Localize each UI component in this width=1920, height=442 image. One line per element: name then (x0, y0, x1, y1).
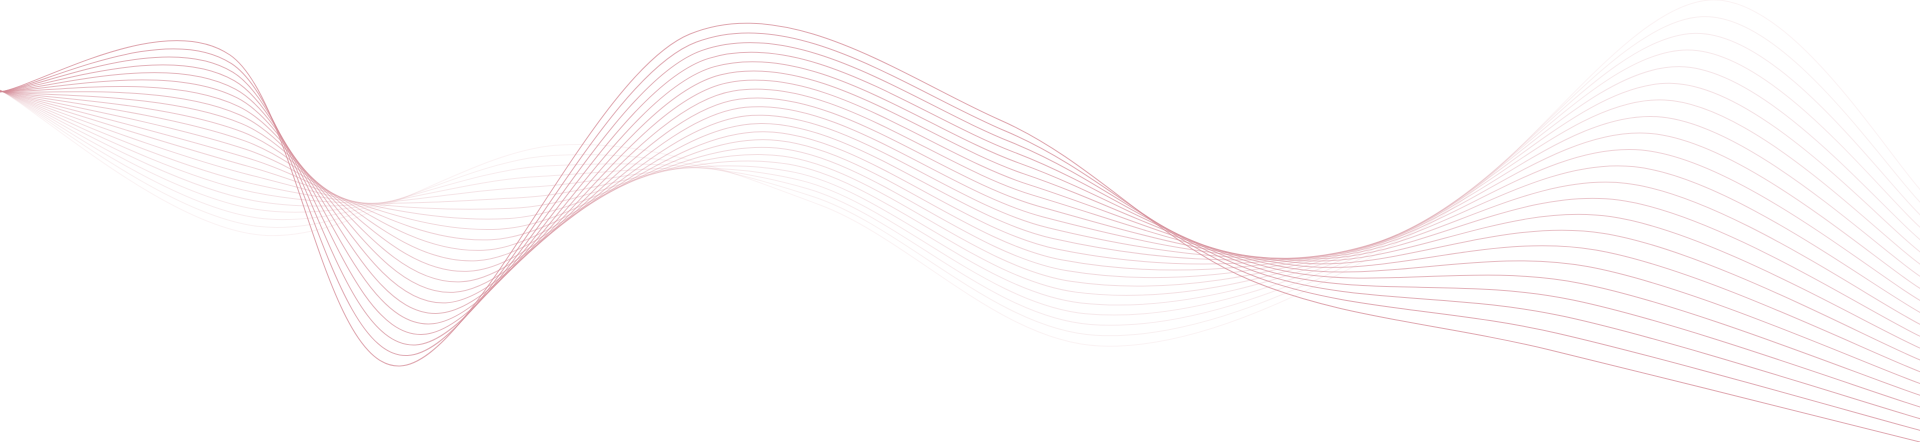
wave-line (0, 49, 1920, 316)
wave-line (0, 32, 1920, 431)
wave-line (0, 22, 1920, 442)
wave-line (0, 90, 1920, 349)
wave-line (0, 70, 1920, 385)
wave-line (0, 90, 1920, 337)
wave-line (0, 90, 1920, 301)
wave-line (0, 90, 1920, 279)
wave-line (0, 90, 1920, 289)
wave-line (0, 66, 1920, 306)
wave-line (0, 0, 1920, 347)
wave-line (0, 16, 1920, 337)
wave-line (0, 79, 1920, 373)
wave-line (0, 88, 1920, 361)
wave-line (0, 51, 1920, 408)
wave-line (0, 90, 1920, 313)
wave-line (0, 32, 1920, 326)
wave-line (0, 61, 1920, 396)
wave-line (0, 90, 1920, 287)
wave-line (0, 90, 1920, 325)
wave-line (0, 42, 1920, 420)
wave-line (0, 82, 1920, 296)
